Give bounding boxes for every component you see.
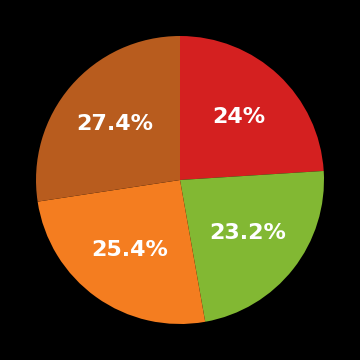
Text: 25.4%: 25.4% [91,240,168,260]
Text: 24%: 24% [213,107,266,127]
Text: 23.2%: 23.2% [210,224,286,243]
Text: 27.4%: 27.4% [76,114,153,134]
Wedge shape [180,36,324,180]
Wedge shape [38,180,205,324]
Wedge shape [36,36,180,202]
Wedge shape [180,171,324,322]
